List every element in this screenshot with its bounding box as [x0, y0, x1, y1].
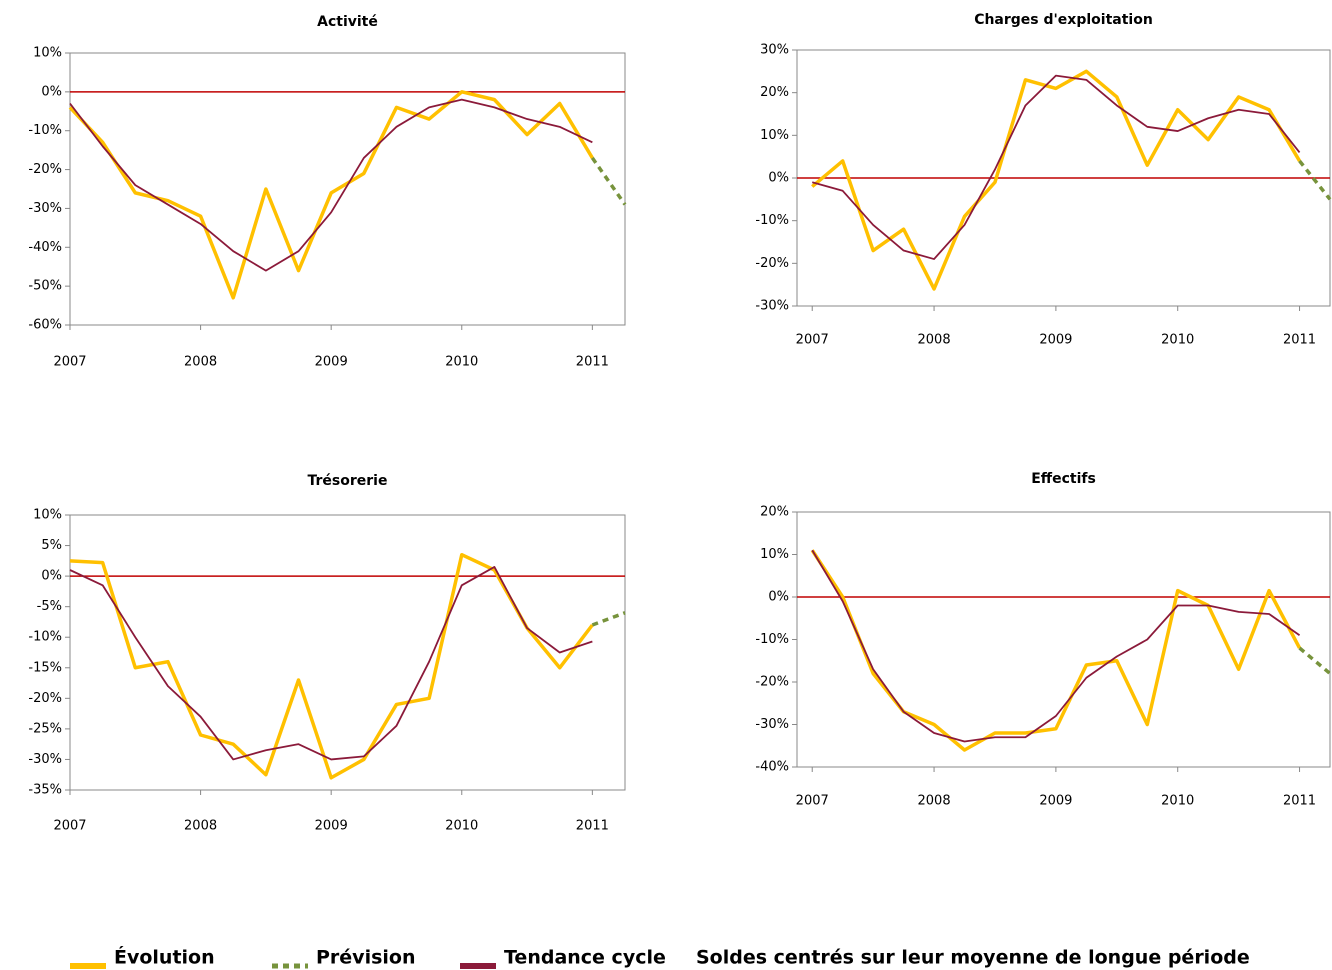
- series-line: [811, 69, 1302, 291]
- y-tick-label: 30%: [760, 43, 789, 58]
- series-line: [811, 549, 1301, 743]
- y-tick-label: -10%: [28, 630, 62, 645]
- series-line: [69, 552, 594, 780]
- x-tick-label: 2009: [1039, 333, 1072, 348]
- series-line: [69, 98, 593, 272]
- y-tick-label: 0%: [41, 569, 62, 584]
- y-tick-label: -20%: [28, 691, 62, 706]
- legend-label: Prévision: [316, 947, 415, 969]
- legend-label: Tendance cycle: [504, 947, 666, 969]
- x-tick-label: 2010: [1161, 794, 1194, 809]
- series-line: [810, 549, 1302, 752]
- x-tick-label: 2008: [184, 355, 217, 370]
- x-tick-label: 2011: [1283, 794, 1316, 809]
- series-line: [591, 611, 626, 627]
- x-tick-label: 2008: [918, 333, 951, 348]
- y-tick-label: 0%: [41, 84, 62, 99]
- y-tick-label: -40%: [755, 760, 789, 775]
- x-tick-label: 2011: [576, 819, 609, 834]
- y-tick-label: -30%: [28, 201, 62, 216]
- x-tick-label: 2009: [1039, 794, 1072, 809]
- y-tick-label: 0%: [768, 171, 789, 186]
- y-tick-label: -20%: [755, 256, 789, 271]
- y-tick-label: -20%: [755, 675, 789, 690]
- y-tick-label: 10%: [760, 547, 789, 562]
- series-line: [811, 74, 1301, 260]
- y-tick-label: 20%: [760, 505, 789, 520]
- plot-area: [69, 52, 626, 326]
- x-tick-label: 2010: [445, 819, 478, 834]
- y-tick-label: -60%: [28, 318, 62, 333]
- chart-title: Charges d'exploitation: [974, 12, 1153, 28]
- y-tick-label: -30%: [755, 299, 789, 314]
- x-tick-label: 2008: [918, 794, 951, 809]
- y-tick-label: -10%: [28, 123, 62, 138]
- y-tick-label: -10%: [755, 213, 789, 228]
- y-tick-label: 10%: [33, 46, 62, 61]
- x-tick-label: 2009: [315, 819, 348, 834]
- y-tick-label: -10%: [755, 632, 789, 647]
- note: Soldes centrés sur leur moyenne de longu…: [696, 947, 1250, 969]
- x-tick-label: 2010: [445, 355, 478, 370]
- x-tick-label: 2011: [1283, 333, 1316, 348]
- x-tick-label: 2007: [53, 819, 86, 834]
- plot-area: [69, 514, 626, 791]
- series-line: [1298, 646, 1332, 675]
- y-tick-label: 0%: [768, 590, 789, 605]
- y-tick-label: 10%: [33, 508, 62, 523]
- x-tick-label: 2010: [1161, 333, 1194, 348]
- x-tick-label: 2011: [576, 355, 609, 370]
- x-tick-label: 2007: [796, 333, 829, 348]
- chart-title: Effectifs: [1031, 471, 1096, 487]
- legend-label: Évolution: [114, 946, 215, 969]
- series-line: [590, 156, 627, 206]
- y-tick-label: 5%: [41, 538, 62, 553]
- series-line: [1298, 159, 1332, 201]
- y-tick-label: -25%: [28, 721, 62, 736]
- series-line: [69, 566, 593, 761]
- y-tick-label: -15%: [28, 660, 62, 675]
- y-tick-label: -40%: [28, 240, 62, 255]
- y-tick-label: -30%: [755, 717, 789, 732]
- chart-title: Trésorerie: [308, 473, 388, 489]
- x-tick-label: 2009: [315, 355, 348, 370]
- y-tick-label: 10%: [760, 128, 789, 143]
- x-tick-label: 2008: [184, 819, 217, 834]
- y-tick-label: -35%: [28, 783, 62, 798]
- y-tick-label: -5%: [37, 599, 62, 614]
- y-tick-label: -50%: [28, 279, 62, 294]
- y-tick-label: -20%: [28, 162, 62, 177]
- x-tick-label: 2007: [53, 355, 86, 370]
- series-line: [68, 90, 594, 300]
- y-tick-label: 20%: [760, 85, 789, 100]
- x-tick-label: 2007: [796, 794, 829, 809]
- chart-title: Activité: [317, 14, 378, 30]
- y-tick-label: -30%: [28, 752, 62, 767]
